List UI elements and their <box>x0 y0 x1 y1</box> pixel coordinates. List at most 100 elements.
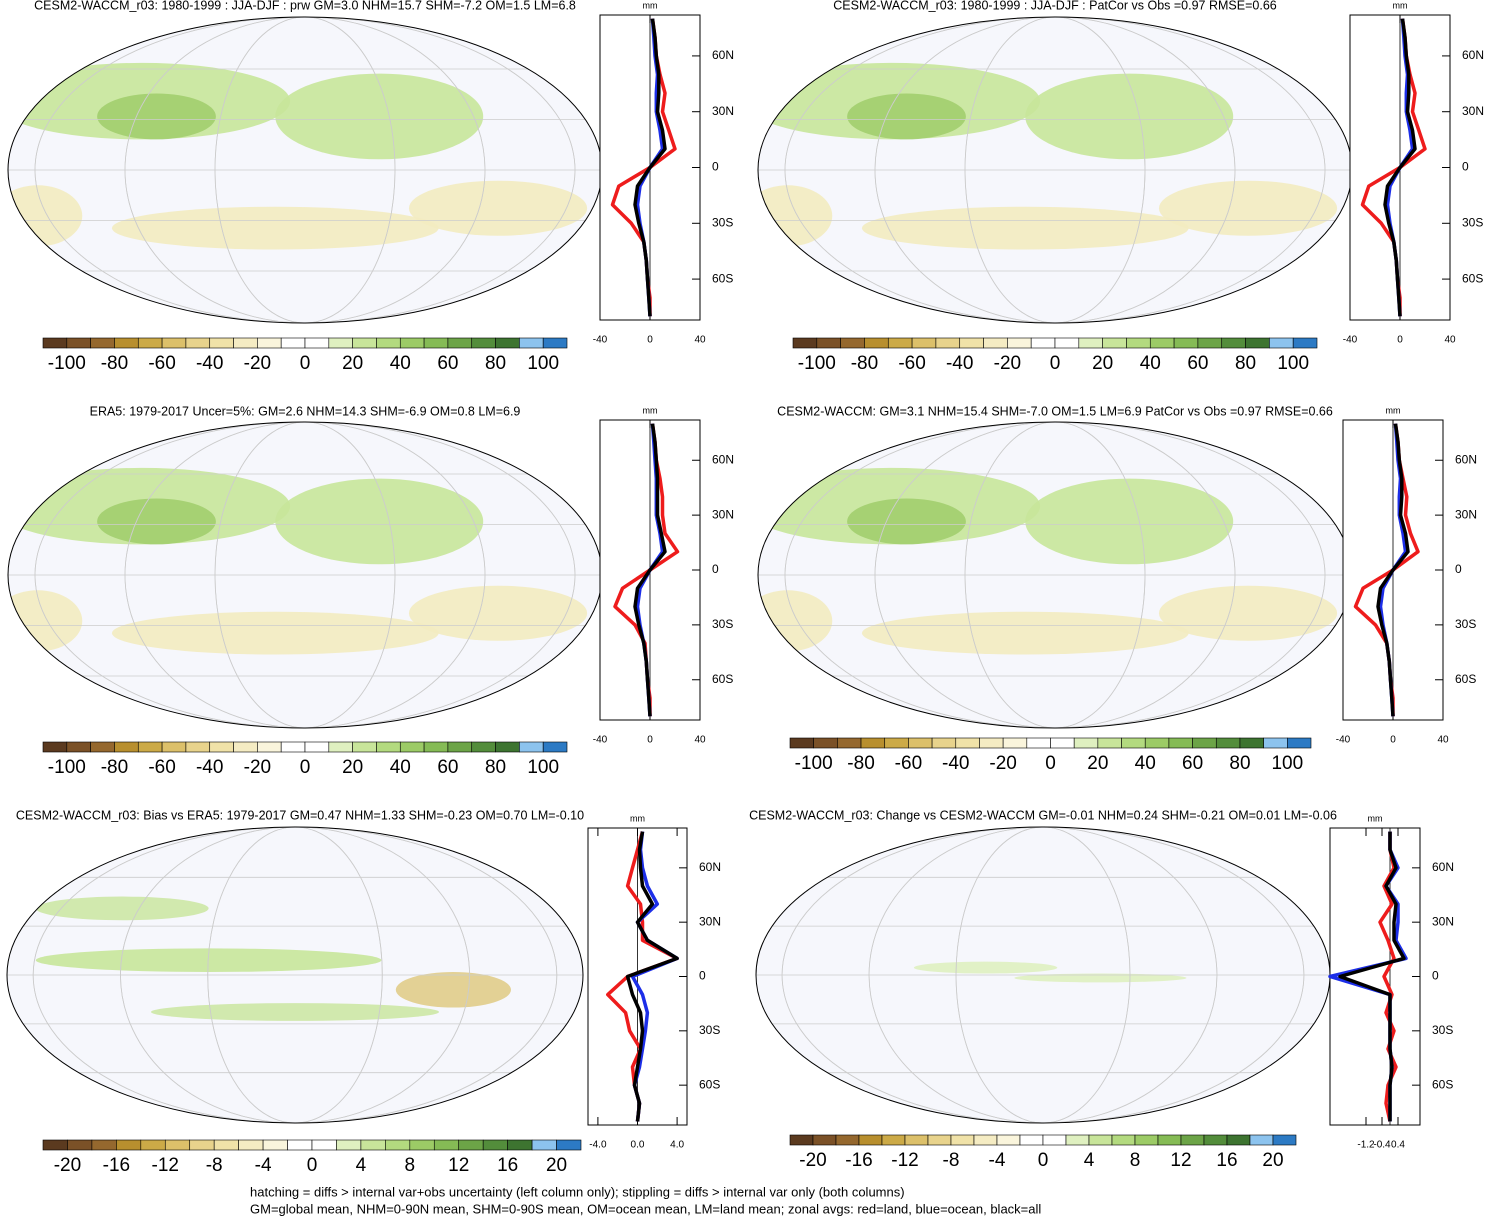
colorbar-label: 60 <box>1187 353 1208 374</box>
colorbar-box <box>884 737 909 749</box>
panel-title: CESM2-WACCM_r03: Bias vs ERA5: 1979-2017… <box>16 808 584 822</box>
y-tick-label: 30N <box>699 914 721 928</box>
colorbar-box <box>519 337 544 349</box>
colorbar-box <box>1269 337 1294 349</box>
colorbar-label: 80 <box>1229 753 1250 774</box>
colorbar-box <box>399 741 425 753</box>
y-tick-label: 60N <box>1432 860 1454 874</box>
colorbar-box <box>447 337 473 349</box>
colorbar-box <box>1121 737 1146 749</box>
colorbar-box <box>185 337 211 349</box>
zonal-line <box>1338 831 1406 1122</box>
map <box>8 422 602 728</box>
colorbar-box <box>66 337 91 349</box>
colorbar-box <box>542 741 568 753</box>
colorbar-box <box>1245 337 1270 349</box>
colorbar-box <box>1065 1134 1090 1146</box>
panel-title: CESM2-WACCM_r03: Change vs CESM2-WACCM G… <box>749 808 1337 822</box>
zonal-unit: mm <box>643 405 658 415</box>
y-tick-label: 60S <box>1462 271 1483 285</box>
y-tick-label: 0 <box>712 562 719 576</box>
y-tick-label: 60S <box>1455 672 1476 686</box>
colorbar-label: -4 <box>989 1150 1006 1171</box>
colorbar-box <box>950 1134 975 1146</box>
colorbar-box <box>1102 337 1127 349</box>
panel-title: ERA5: 1979-2017 Uncer=5%: GM=2.6 NHM=14.… <box>90 404 521 418</box>
y-tick-label: 30S <box>712 617 733 631</box>
colorbar-box <box>789 737 814 749</box>
colorbar-box <box>531 1139 557 1151</box>
colorbar-box <box>189 1139 215 1151</box>
colorbar-label: 100 <box>1271 753 1303 774</box>
colorbar-box <box>385 1139 411 1151</box>
colorbar-label: 80 <box>1235 353 1256 374</box>
y-tick-label: 30S <box>1455 617 1476 631</box>
map-field <box>111 206 439 250</box>
colorbar-label: -20 <box>244 353 271 374</box>
colorbar-box <box>979 737 1004 749</box>
map-field <box>1025 73 1234 160</box>
colorbar-box <box>1180 1134 1205 1146</box>
y-tick-label: 30N <box>1432 914 1454 928</box>
map-field <box>408 585 588 641</box>
footnote: GM=global mean, NHM=0-90N mean, SHM=0-90… <box>250 1201 1041 1216</box>
panel-title: CESM2-WACCM_r03: 1980-1999 : JJA-DJF : P… <box>833 0 1276 12</box>
colorbar-box <box>816 337 841 349</box>
colorbar-box <box>1002 737 1028 749</box>
y-tick-label: 60S <box>699 1077 720 1091</box>
y-tick-label: 60N <box>1462 48 1484 62</box>
colorbar-label: 0 <box>1045 753 1056 774</box>
map <box>8 17 602 323</box>
y-tick-label: 30N <box>1455 507 1477 521</box>
x-tick-label: 40 <box>694 735 706 746</box>
colorbar-box <box>1272 1134 1297 1146</box>
y-tick-label: 0 <box>1455 562 1462 576</box>
colorbar-box <box>409 1139 435 1151</box>
colorbar-label: 100 <box>1277 353 1309 374</box>
x-tick-label: 40 <box>1444 335 1456 346</box>
colorbar-box <box>304 337 330 349</box>
zonal-unit: mm <box>1393 0 1408 10</box>
colorbar-box <box>495 741 520 753</box>
colorbar-label: 40 <box>1140 353 1161 374</box>
colorbar-label: -40 <box>196 353 223 374</box>
x-tick-label: -0.4 <box>1373 1140 1391 1151</box>
colorbar-box <box>1097 737 1122 749</box>
colorbar-label: 40 <box>390 353 411 374</box>
y-tick-label: 30N <box>712 104 734 118</box>
colorbar-box <box>1249 1134 1274 1146</box>
map-field <box>1014 973 1187 983</box>
colorbar-label: 80 <box>485 757 506 778</box>
colorbar-box <box>1215 737 1241 749</box>
colorbar-box <box>42 337 68 349</box>
colorbar-box <box>233 741 258 753</box>
zonal-unit: mm <box>1368 813 1383 823</box>
colorbar-box <box>556 1139 582 1151</box>
y-tick-label: 60S <box>712 672 733 686</box>
y-tick-label: 30S <box>712 215 733 229</box>
colorbar-box <box>352 741 377 753</box>
colorbar-box <box>887 337 913 349</box>
y-tick-label: 60N <box>712 48 734 62</box>
x-tick-label: 40 <box>694 335 706 346</box>
colorbar-label: -40 <box>196 757 223 778</box>
map <box>758 422 1352 728</box>
map <box>7 827 583 1123</box>
colorbar-box <box>304 741 330 753</box>
colorbar-box <box>959 337 984 349</box>
colorbar-label: 12 <box>448 1155 469 1176</box>
map-field <box>847 93 966 140</box>
colorbar-box <box>1111 1134 1136 1146</box>
colorbar-box <box>67 1139 93 1151</box>
colorbar-label: 100 <box>527 757 559 778</box>
colorbar-box <box>280 337 306 349</box>
colorbar-label: 4 <box>1084 1150 1095 1171</box>
colorbar-label: 0 <box>300 353 311 374</box>
colorbar-box <box>90 337 115 349</box>
colorbar-label: -20 <box>989 753 1016 774</box>
map <box>756 827 1330 1123</box>
colorbar-box <box>1042 1134 1067 1146</box>
x-tick-label: 4.0 <box>670 1140 684 1151</box>
colorbar-box <box>399 337 425 349</box>
colorbar-box <box>376 741 401 753</box>
